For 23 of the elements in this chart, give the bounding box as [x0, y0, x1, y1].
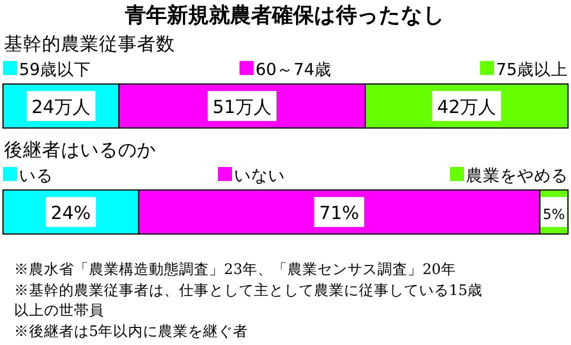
text: ※後継者は5年以内に農業を継ぐ者	[14, 322, 250, 342]
chart-subtitle: 基幹的農業従事者数	[4, 34, 175, 55]
series-label: いない	[234, 166, 285, 185]
data-label: 51万人	[212, 97, 272, 118]
legend-item: 60～74歳	[240, 60, 332, 79]
legend-item: いない	[218, 166, 285, 185]
data-label: 24%	[50, 203, 91, 224]
text: ※農水省「農業構造動態調査」23年、「農業センサス調査」20年	[14, 260, 457, 280]
series-label: 60～74歳	[256, 60, 332, 79]
legend-label: いる	[19, 166, 53, 185]
chart-title: 後継者はいるのか	[4, 140, 156, 161]
legend-label: 59歳以下	[19, 60, 91, 79]
legend-item: 59歳以下	[3, 60, 91, 79]
data-label: 71%	[319, 203, 360, 224]
chart-title: 青年新規就農者確保は待ったなし	[124, 3, 445, 27]
data-label: 5%	[542, 207, 565, 223]
data-label: 42万人	[437, 97, 496, 118]
text: ※基幹的農業従事者は、仕事として主として農業に従事している15歳以上の世帯員	[14, 282, 484, 321]
legend-item: 75歳以上	[480, 60, 568, 79]
data-label: 24万人	[31, 97, 90, 118]
legend-item: いる	[3, 166, 53, 185]
legend-label: 75歳以上	[496, 60, 568, 79]
legend-item: 農業をやめる	[450, 166, 568, 185]
